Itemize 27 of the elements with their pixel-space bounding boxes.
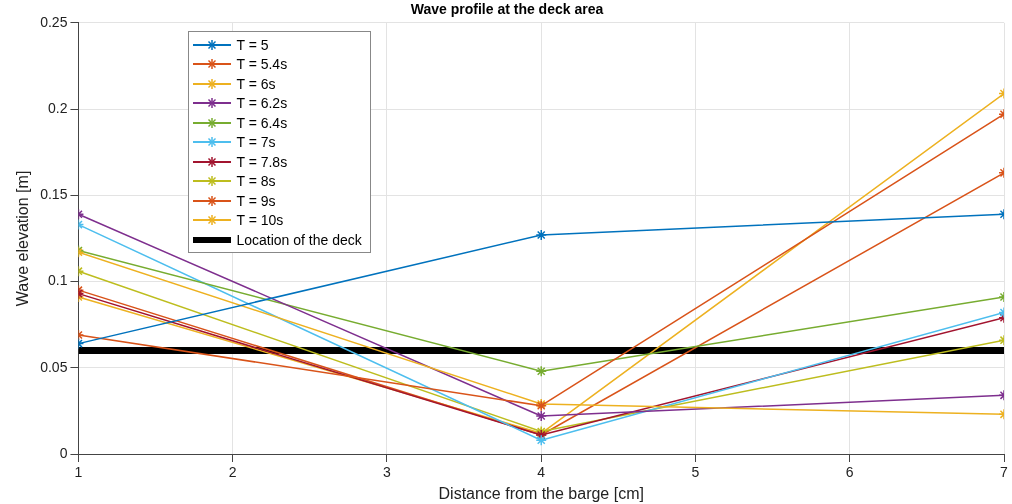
legend-label: Location of the deck	[236, 231, 362, 248]
legend-label: T = 7.8s	[236, 153, 288, 170]
y-tick-label: 0.2	[47, 99, 68, 116]
x-tick-label: 3	[383, 464, 392, 481]
legend-label: T = 6s	[236, 75, 276, 92]
x-tick-label: 1	[74, 464, 83, 481]
x-tick-label: 4	[537, 464, 546, 481]
y-tick-label: 0.1	[47, 272, 68, 289]
y-axis-title: Wave elevation [m]	[14, 170, 32, 307]
legend-label: T = 6.4s	[236, 114, 288, 131]
y-tick-label: 0.25	[40, 13, 68, 30]
y-tick-label: 0.05	[40, 358, 68, 375]
legend-label: T = 6.2s	[236, 95, 288, 112]
x-tick-label: 6	[845, 464, 854, 481]
legend-label: T = 9s	[236, 192, 276, 209]
y-tick-label: 0	[59, 444, 68, 461]
legend-label: T = 5.4s	[236, 56, 288, 73]
legend-label: T = 10s	[236, 212, 284, 229]
legend-label: T = 7s	[236, 134, 276, 151]
legend-label: T = 8s	[236, 173, 276, 190]
chart-title: Wave profile at the deck area	[410, 1, 604, 18]
x-tick-label: 7	[1000, 464, 1009, 481]
x-tick-label: 5	[691, 464, 700, 481]
x-tick-label: 2	[228, 464, 237, 481]
x-axis-title: Distance from the barge [cm]	[438, 484, 644, 502]
legend-label: T = 5	[236, 36, 269, 53]
y-tick-label: 0.15	[40, 186, 68, 203]
